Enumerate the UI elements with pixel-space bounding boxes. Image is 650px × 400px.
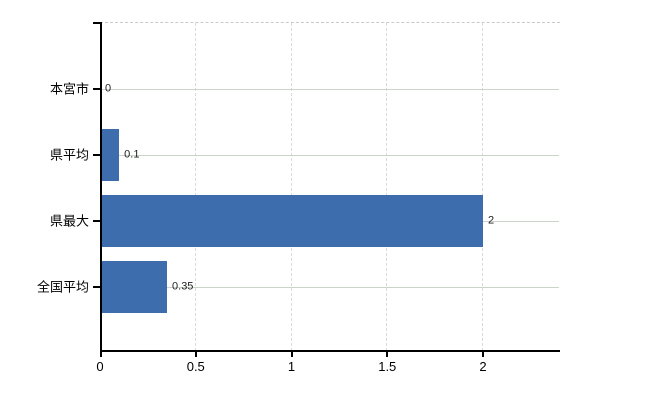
category-label: 県最大 <box>49 213 89 229</box>
x-axis-tick <box>386 352 389 357</box>
vertical-gridline <box>482 23 483 351</box>
value-label: 2 <box>488 214 495 227</box>
x-axis-tick <box>482 352 484 357</box>
x-tick-label: 0.5 <box>186 359 205 374</box>
value-label: 0 <box>105 82 112 95</box>
value-label: 0.35 <box>172 280 194 293</box>
value-label: 0.1 <box>124 148 140 161</box>
y-axis-tick <box>93 88 100 90</box>
x-tick-label: 1.5 <box>378 359 397 374</box>
y-axis-tick <box>93 286 100 288</box>
vertical-gridline <box>386 23 388 351</box>
category-label: 本宮市 <box>49 81 89 97</box>
horizontal-gridline <box>102 89 559 90</box>
category-label: 県平均 <box>49 147 89 163</box>
x-axis-tick <box>194 352 197 357</box>
vertical-gridline <box>290 23 292 351</box>
vertical-gridline <box>194 23 196 351</box>
bar <box>102 195 483 247</box>
x-axis-tick <box>100 352 102 357</box>
y-axis-tick <box>93 154 100 156</box>
x-tick-label: 1 <box>287 359 296 374</box>
plot-area: 0 0.1 2 0.35 本宮市県平均県最大全国平均 0 0.5 1 1.5 2 <box>37 22 560 373</box>
y-axis-top-tick <box>93 22 100 24</box>
x-tick-label: 0 <box>96 359 104 374</box>
x-tick-label: 2 <box>479 359 487 374</box>
x-axis-tick <box>290 352 293 357</box>
bar <box>102 261 168 313</box>
horizontal-gridline <box>102 287 559 288</box>
horizontal-gridline <box>102 155 559 156</box>
bar <box>102 129 120 181</box>
category-label: 全国平均 <box>36 279 89 295</box>
plot-top-border <box>100 22 560 23</box>
y-axis <box>100 22 102 352</box>
y-axis-tick <box>93 220 100 222</box>
x-axis <box>100 350 560 352</box>
